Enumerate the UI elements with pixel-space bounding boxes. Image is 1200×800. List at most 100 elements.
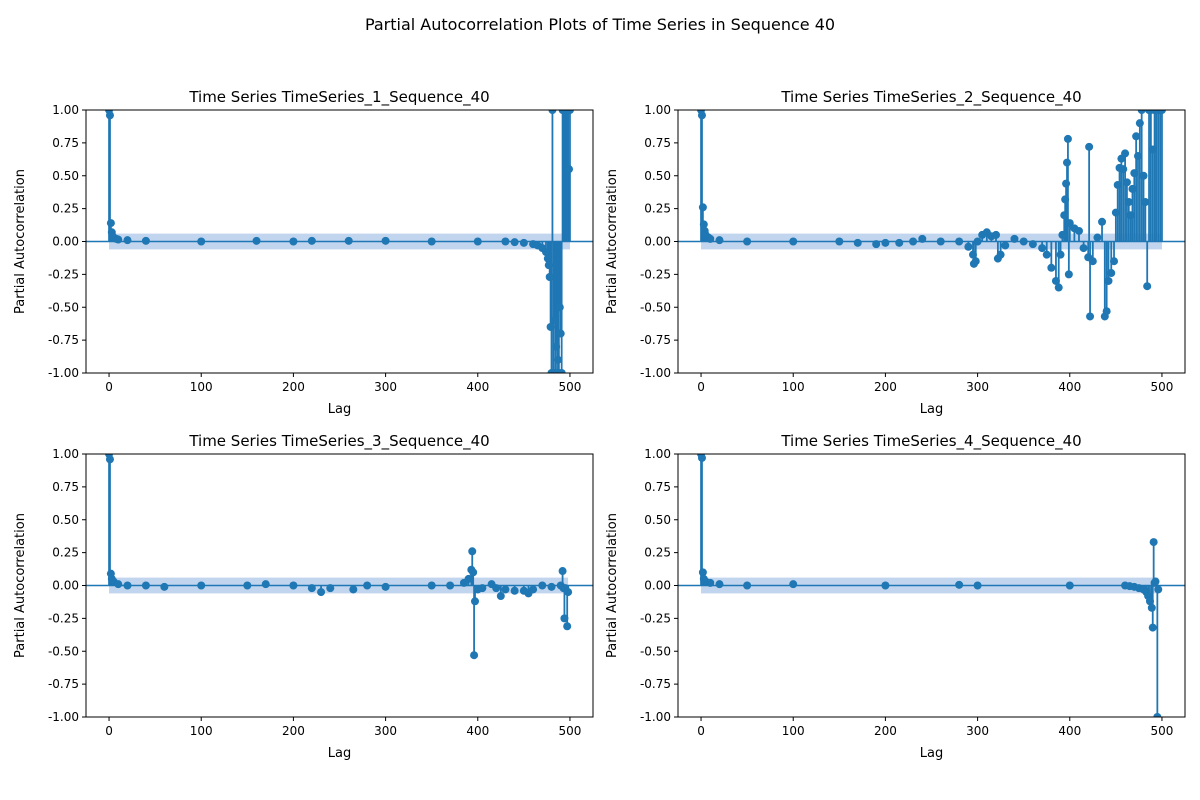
y-tick-label: -0.25 [48, 267, 79, 281]
stem-marker-22 [464, 574, 473, 583]
stem-marker-27 [1154, 585, 1163, 594]
stem-marker-41 [558, 567, 567, 576]
stem-marker-13 [307, 584, 316, 593]
x-axis-label: Lag [328, 746, 351, 761]
stem-marker-46 [1063, 134, 1072, 143]
x-tick-label: 400 [1058, 380, 1081, 394]
y-tick-label: 0.00 [52, 235, 79, 249]
stem-marker-12 [1065, 581, 1074, 590]
y-tick-label: -0.50 [48, 644, 79, 658]
y-tick-label: 0.00 [644, 579, 671, 593]
stem-marker-7 [706, 234, 715, 243]
stem-marker-36 [553, 355, 562, 364]
stem-marker-45 [1063, 158, 1072, 167]
stem-marker-1 [105, 111, 114, 120]
panel-title: Time Series TimeSeries_1_Sequence_40 [188, 88, 489, 107]
y-tick-label: 0.25 [644, 202, 671, 216]
stem-marker-9 [881, 581, 890, 590]
stem-marker-15 [381, 236, 390, 245]
stem-marker-42 [1060, 211, 1069, 220]
stem-marker-37 [529, 585, 538, 594]
stem-marker-18 [936, 237, 945, 246]
y-tick-label: 0.50 [644, 169, 671, 183]
stem-marker-34 [510, 586, 519, 595]
stem-marker-23 [1149, 538, 1158, 547]
y-tick-label: -0.50 [640, 300, 671, 314]
stem-marker-26 [544, 261, 553, 270]
y-axis-label: Partial Autocorrelation [13, 169, 28, 314]
stem-marker-72 [1128, 184, 1137, 193]
stem-marker-67 [1119, 165, 1128, 174]
stem-marker-31 [1001, 241, 1010, 250]
x-tick-label: 0 [105, 724, 113, 738]
stem-marker-9 [197, 581, 206, 590]
y-tick-label: -1.00 [48, 710, 79, 724]
y-tick-label: 0.25 [52, 202, 79, 216]
x-tick-label: 200 [874, 380, 897, 394]
x-axis-label: Lag [920, 746, 943, 761]
stem-marker-15 [326, 584, 335, 593]
x-tick-label: 0 [105, 380, 113, 394]
panel-title: Time Series TimeSeries_2_Sequence_40 [780, 88, 1081, 107]
stem-marker-12 [853, 238, 862, 247]
stem-marker-16 [349, 585, 358, 594]
stem-marker-48 [565, 165, 574, 174]
stem-marker-27 [545, 273, 554, 282]
x-tick-label: 200 [282, 380, 305, 394]
stem-marker-11 [252, 236, 261, 245]
x-axis-label: Lag [920, 402, 943, 417]
stem-marker-34 [1028, 240, 1037, 249]
suptitle: Partial Autocorrelation Plots of Time Se… [365, 15, 835, 34]
stem-marker-51 [1079, 244, 1088, 253]
stem-marker-21 [1147, 603, 1156, 612]
plot-area [86, 454, 593, 660]
stem-marker-20 [964, 242, 973, 251]
stem-marker-6 [715, 580, 724, 589]
pacf-panel-2: Time Series TimeSeries_2_Sequence_40 0 100… [605, 88, 1186, 417]
stem-marker-5 [706, 578, 715, 587]
plot-area [678, 110, 1185, 321]
stem-marker-17 [918, 234, 927, 243]
stem-marker-61 [1107, 269, 1116, 278]
stem-marker-43 [1061, 195, 1070, 204]
stem-marker-33 [1019, 237, 1028, 246]
stem-marker-2 [698, 203, 707, 212]
stem-marker-8 [160, 582, 169, 591]
x-tick-label: 100 [782, 380, 805, 394]
stem-marker-19 [427, 581, 436, 590]
y-tick-label: 0.25 [52, 546, 79, 560]
stem-marker-24 [468, 547, 477, 556]
stem-marker-55 [1088, 257, 1097, 266]
stem-marker-28 [546, 322, 555, 331]
x-tick-label: 300 [374, 380, 397, 394]
stem-marker-14 [881, 238, 890, 247]
stem-marker-19 [510, 238, 519, 247]
stem-marker-74 [1132, 132, 1141, 141]
y-tick-label: 1.00 [644, 447, 671, 461]
y-tick-label: -1.00 [48, 366, 79, 380]
plot-area [678, 454, 1185, 717]
x-axis-label: Lag [328, 402, 351, 417]
pacf-panel-4: Time Series TimeSeries_4_Sequence_40 0 100… [605, 432, 1186, 761]
y-tick-label: 0.00 [644, 235, 671, 249]
stem-marker-7 [114, 235, 123, 244]
stem-marker-18 [501, 237, 510, 246]
stem-marker-24 [973, 237, 982, 246]
y-tick-label: 0.50 [52, 169, 79, 183]
stem-marker-8 [715, 236, 724, 245]
x-tick-label: 400 [466, 380, 489, 394]
stem-marker-28 [992, 230, 1001, 239]
stem-marker-14 [317, 588, 326, 597]
y-tick-label: -0.75 [640, 677, 671, 691]
stem-marker-7 [141, 581, 150, 590]
stem-marker-17 [473, 237, 482, 246]
stem-marker-38 [1051, 276, 1060, 285]
stem-marker-56 [1093, 233, 1102, 242]
stem-marker-38 [538, 581, 547, 590]
y-tick-label: -0.25 [640, 611, 671, 625]
stem-marker-15 [895, 238, 904, 247]
stem-marker-73 [1130, 169, 1139, 178]
stem-marker-60 [1104, 276, 1113, 285]
y-tick-label: 1.00 [52, 103, 79, 117]
x-tick-label: 400 [466, 724, 489, 738]
